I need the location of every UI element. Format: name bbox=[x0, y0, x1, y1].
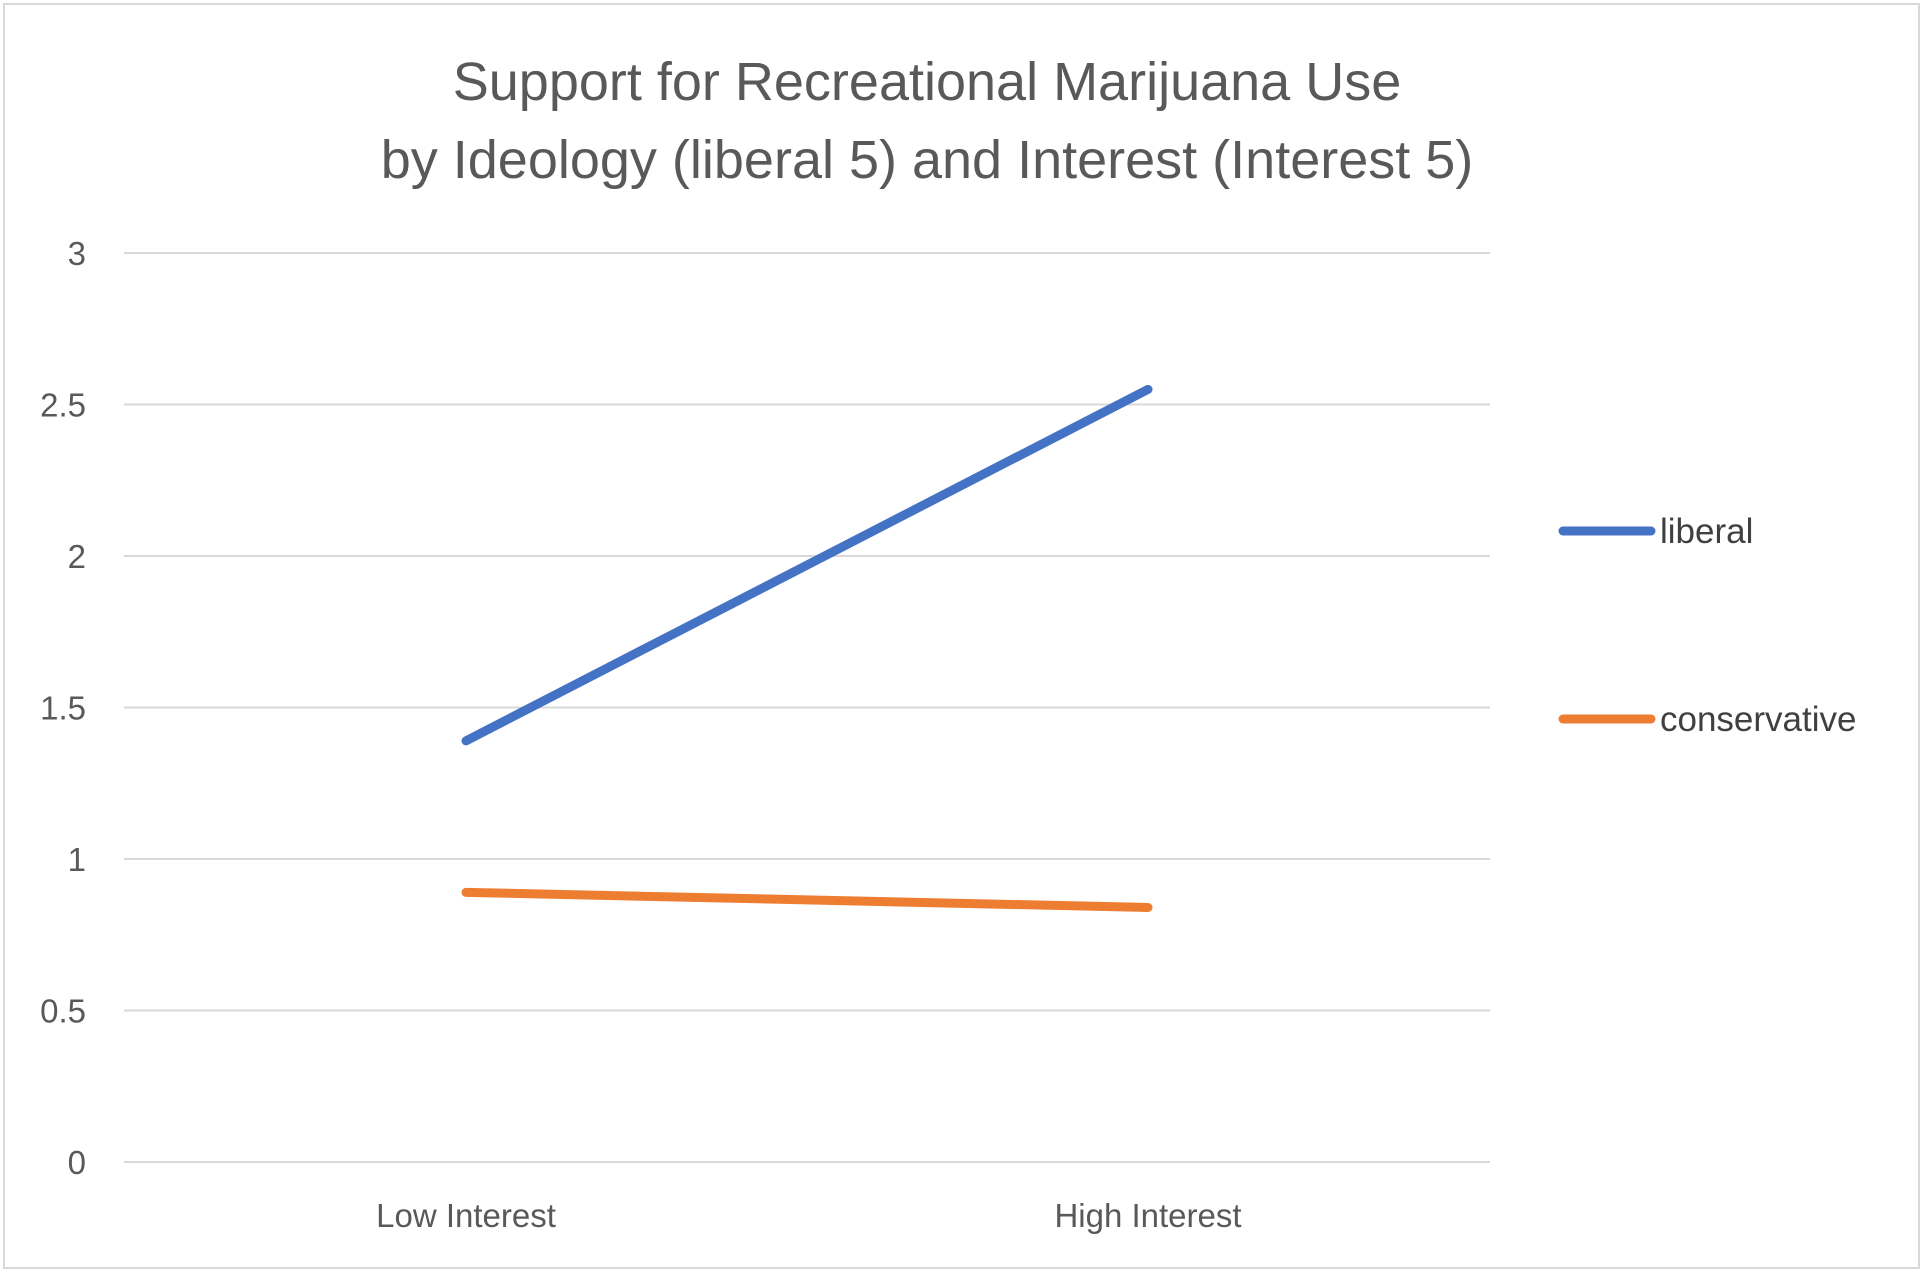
chart-frame bbox=[3, 3, 1920, 1269]
y-tick-label: 2 bbox=[68, 538, 86, 575]
legend-label-conservative: conservative bbox=[1660, 700, 1856, 739]
chart-title: Support for Recreational Marijuana Use b… bbox=[381, 52, 1474, 190]
y-tick-label: 3 bbox=[68, 235, 86, 272]
x-axis-tick-labels: Low Interest High Interest bbox=[376, 1197, 1241, 1234]
gridlines bbox=[124, 252, 1490, 1163]
y-tick-label: 1 bbox=[68, 841, 86, 878]
y-tick-label: 2.5 bbox=[40, 387, 86, 424]
legend-label-liberal: liberal bbox=[1660, 512, 1753, 551]
y-tick-label: 0 bbox=[68, 1144, 86, 1181]
y-axis-tick-labels: 0 0.5 1 1.5 2 2.5 3 bbox=[40, 235, 86, 1181]
series-lines bbox=[461, 384, 1153, 912]
x-tick-label: Low Interest bbox=[376, 1197, 556, 1234]
y-tick-label: 0.5 bbox=[40, 993, 86, 1030]
legend: liberal conservative bbox=[1558, 512, 1856, 739]
chart-title-line-1: Support for Recreational Marijuana Use bbox=[453, 52, 1401, 112]
y-tick-label: 1.5 bbox=[40, 690, 86, 727]
x-tick-label: High Interest bbox=[1054, 1197, 1241, 1234]
series-line-liberal bbox=[461, 384, 1153, 746]
chart-title-line-2: by Ideology (liberal 5) and Interest (In… bbox=[381, 130, 1474, 190]
series-line-conservative bbox=[461, 887, 1153, 912]
